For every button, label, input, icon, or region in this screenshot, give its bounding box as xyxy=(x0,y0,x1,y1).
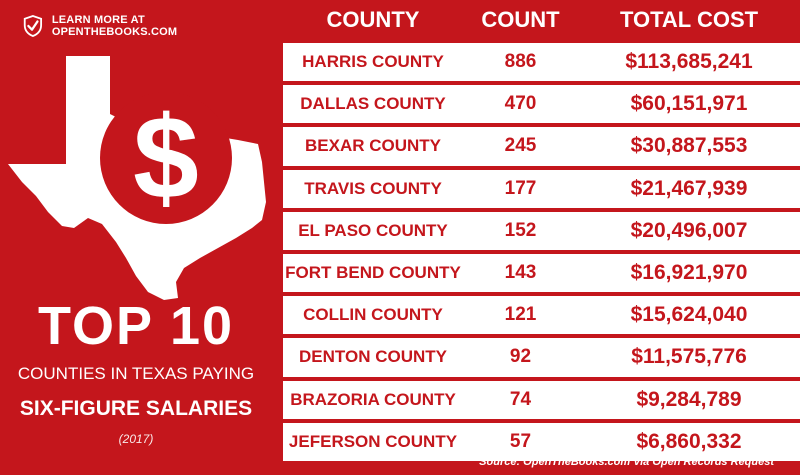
cell-total-cost: $9,284,789 xyxy=(636,387,742,411)
table-row: FORT BEND COUNTY 143 $16,921,970 xyxy=(283,253,800,293)
table-header: COUNTY COUNT TOTAL COST xyxy=(283,0,800,40)
cell-count: 74 xyxy=(509,388,532,410)
cell-county: COLLIN COUNTY xyxy=(303,305,443,325)
table-row: HARRIS COUNTY 886 $113,685,241 xyxy=(283,43,800,82)
cell-count: 177 xyxy=(504,177,537,199)
check-shield-icon xyxy=(23,15,43,37)
dollar-sign-badge: $ xyxy=(100,92,232,224)
table-row: BEXAR COUNTY 245 $30,887,553 xyxy=(283,127,800,166)
cell-total-cost: $6,860,332 xyxy=(636,429,742,453)
cell-total-cost: $15,624,040 xyxy=(630,303,748,327)
header-total-cost: TOTAL COST xyxy=(619,7,759,32)
table-row: COLLIN COUNTY 121 $15,624,040 xyxy=(283,296,800,335)
cell-count: 470 xyxy=(504,93,537,115)
table-row: BRAZORIA COUNTY 74 $9,284,789 xyxy=(283,380,800,419)
cell-county: BRAZORIA COUNTY xyxy=(290,389,456,409)
left-panel: LEARN MORE AT OPENTHEBOOKS.COM $ TOP 10 … xyxy=(0,0,272,475)
cell-count: 121 xyxy=(504,304,537,326)
cell-county: HARRIS COUNTY xyxy=(302,52,444,72)
header-county: COUNTY xyxy=(326,7,420,32)
cell-county: BEXAR COUNTY xyxy=(304,136,441,156)
cell-count: 57 xyxy=(509,430,532,452)
cell-total-cost: $20,496,007 xyxy=(630,218,748,242)
table-row: TRAVIS COUNTY 177 $21,467,939 xyxy=(283,169,800,208)
headline-title: TOP 10 xyxy=(37,296,235,356)
source-caption: Source: OpenTheBooks.com Via Open Record… xyxy=(479,456,774,468)
cell-count: 245 xyxy=(504,135,537,157)
cell-total-cost: $11,575,776 xyxy=(631,345,747,369)
cell-count: 886 xyxy=(504,51,537,73)
salary-table: COUNTY COUNT TOTAL COST HARRIS COUNTY 88… xyxy=(283,0,800,465)
cell-total-cost: $21,467,939 xyxy=(630,176,748,200)
cell-county: EL PASO COUNTY xyxy=(298,220,448,240)
headline-subtitle: COUNTIES IN TEXAS PAYING xyxy=(17,364,255,383)
cell-count: 143 xyxy=(504,262,537,284)
cell-total-cost: $113,685,241 xyxy=(625,50,753,74)
cell-count: 92 xyxy=(509,346,532,368)
table-row: EL PASO COUNTY 152 $20,496,007 xyxy=(283,211,800,250)
header-count: COUNT xyxy=(481,7,560,32)
cell-count: 152 xyxy=(504,219,537,241)
table-body: HARRIS COUNTY 886 $113,685,241 DALLAS CO… xyxy=(283,43,800,461)
headline-year: (2017) xyxy=(118,432,154,446)
cell-total-cost: $30,887,553 xyxy=(630,134,748,158)
brand-text: LEARN MORE AT OPENTHEBOOKS.COM xyxy=(51,14,178,38)
cell-total-cost: $60,151,971 xyxy=(630,92,748,116)
headline-emphasis: SIX-FIGURE SALARIES xyxy=(19,397,253,420)
table-row: JEFERSON COUNTY 57 $6,860,332 xyxy=(283,422,800,461)
brand-link[interactable]: LEARN MORE AT OPENTHEBOOKS.COM xyxy=(22,14,272,38)
cell-county: DALLAS COUNTY xyxy=(300,94,446,114)
cell-county: JEFERSON COUNTY xyxy=(288,431,458,451)
dollar-symbol: $ xyxy=(133,92,199,224)
table-row: DENTON COUNTY 92 $11,575,776 xyxy=(283,338,800,377)
table-row: DALLAS COUNTY 470 $60,151,971 xyxy=(283,85,800,124)
cell-county: TRAVIS COUNTY xyxy=(304,178,442,198)
cell-county: FORT BEND COUNTY xyxy=(285,263,461,283)
cell-county: DENTON COUNTY xyxy=(299,347,447,367)
cell-total-cost: $16,921,970 xyxy=(630,261,748,285)
